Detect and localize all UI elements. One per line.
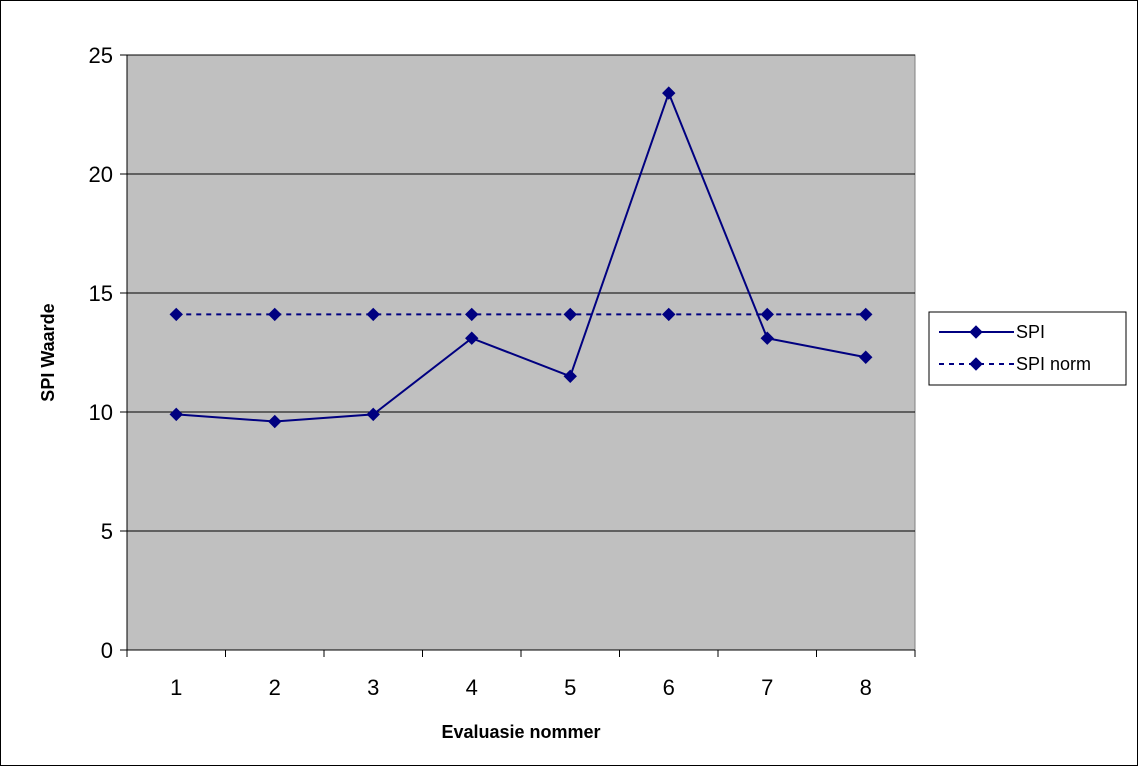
- legend-item: SPI norm: [939, 354, 1091, 374]
- data-point: [563, 369, 577, 384]
- y-tick-label: 25: [89, 43, 113, 68]
- gridlines: [127, 54, 915, 532]
- y-tick-label: 0: [101, 638, 113, 663]
- data-point: [859, 307, 873, 322]
- data-point: [268, 307, 282, 322]
- y-tick-label: 5: [101, 519, 113, 544]
- x-tick-label: 4: [466, 675, 478, 700]
- x-tick-label: 1: [170, 675, 182, 700]
- y-tick-label: 10: [89, 400, 113, 425]
- x-tick-label: 5: [564, 675, 576, 700]
- data-point: [169, 407, 183, 422]
- x-axis-title: Evaluasie nommer: [441, 722, 600, 742]
- data-point: [366, 307, 380, 322]
- x-axis-ticks: 1 2 3 4 5 6 7 8: [126, 650, 916, 700]
- data-point: [465, 331, 479, 345]
- series-spi-norm: [169, 307, 873, 322]
- data-point: [563, 307, 577, 322]
- legend-marker: [969, 325, 983, 339]
- data-point: [662, 86, 676, 100]
- y-axis-title: SPI Waarde: [38, 303, 58, 401]
- legend-item: SPI: [939, 322, 1045, 342]
- series-spi: [169, 86, 873, 429]
- plot-area: [126, 54, 916, 651]
- data-point: [169, 307, 183, 322]
- legend-marker: [969, 357, 983, 371]
- data-point: [760, 331, 774, 345]
- data-point: [760, 307, 774, 322]
- x-tick-label: 3: [367, 675, 379, 700]
- data-point: [859, 350, 873, 364]
- x-tick-label: 8: [860, 675, 872, 700]
- series-line: [176, 90, 866, 423]
- data-point: [366, 407, 380, 422]
- data-point: [268, 414, 282, 429]
- data-point: [662, 307, 676, 322]
- legend-box: [928, 311, 1127, 386]
- legend-label: SPI norm: [1016, 354, 1091, 374]
- legend-label: SPI: [1016, 322, 1045, 342]
- x-tick-label: 6: [663, 675, 675, 700]
- legend: SPI SPI norm: [928, 311, 1127, 386]
- legend-items: SPI SPI norm: [939, 322, 1091, 374]
- series-layer: [169, 86, 873, 429]
- x-tick-label: 2: [269, 675, 281, 700]
- data-point: [465, 307, 479, 322]
- y-tick-label: 20: [89, 162, 113, 187]
- x-tick-label: 7: [761, 675, 773, 700]
- y-axis-ticks: 0 5 10 15 20 25: [89, 43, 127, 663]
- y-tick-label: 15: [89, 281, 113, 306]
